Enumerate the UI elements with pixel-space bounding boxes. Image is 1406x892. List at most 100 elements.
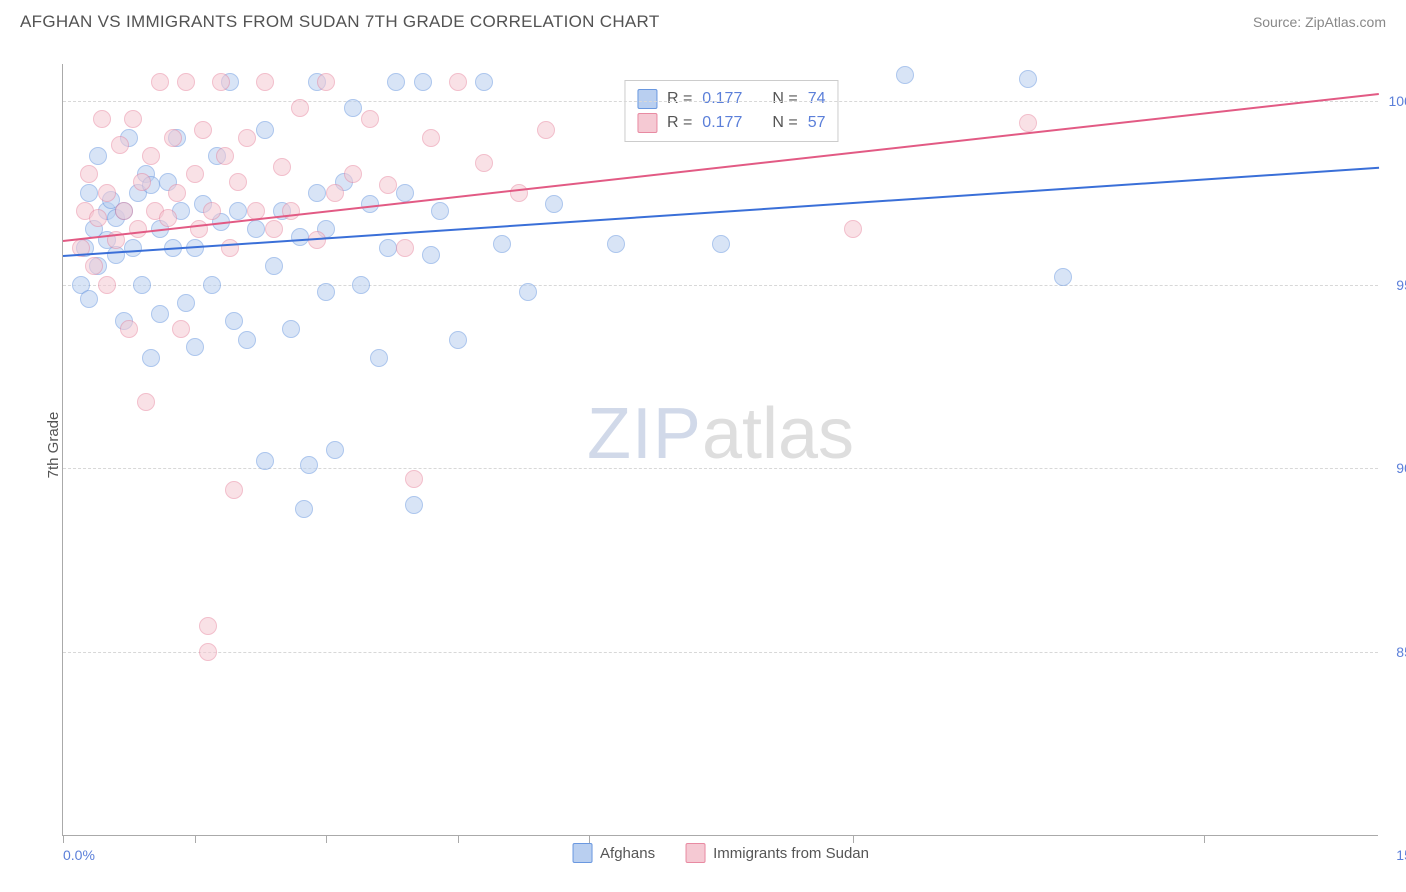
y-axis-title: 7th Grade: [45, 412, 62, 479]
data-point: [422, 246, 440, 264]
data-point: [133, 276, 151, 294]
data-point: [151, 305, 169, 323]
x-tick: [853, 835, 854, 843]
data-point: [93, 110, 111, 128]
data-point: [1054, 268, 1072, 286]
watermark-atlas: atlas: [702, 394, 854, 474]
data-point: [352, 276, 370, 294]
data-point: [414, 73, 432, 91]
data-point: [203, 276, 221, 294]
y-tick-label: 100.0%: [1389, 93, 1406, 109]
data-point: [545, 195, 563, 213]
data-point: [238, 129, 256, 147]
chart-container: 7th Grade ZIPatlas R = 0.177 N = 74 R = …: [48, 50, 1388, 840]
r-value-1: 0.177: [702, 114, 742, 132]
series-name-1: Immigrants from Sudan: [713, 845, 869, 862]
legend-swatch-bottom-1: [685, 843, 705, 863]
data-point: [300, 456, 318, 474]
data-point: [449, 73, 467, 91]
data-point: [186, 338, 204, 356]
data-point: [256, 452, 274, 470]
data-point: [396, 239, 414, 257]
data-point: [124, 110, 142, 128]
data-point: [229, 202, 247, 220]
data-point: [896, 66, 914, 84]
gridline-h: [63, 285, 1378, 286]
data-point: [115, 202, 133, 220]
series-legend-item-0: Afghans: [572, 843, 655, 863]
data-point: [265, 257, 283, 275]
x-tick: [326, 835, 327, 843]
x-tick: [458, 835, 459, 843]
watermark: ZIPatlas: [587, 393, 854, 475]
legend-swatch-0: [637, 89, 657, 109]
data-point: [449, 331, 467, 349]
watermark-zip: ZIP: [587, 394, 702, 474]
x-tick: [1204, 835, 1205, 843]
y-tick-label: 90.0%: [1396, 460, 1406, 476]
data-point: [712, 235, 730, 253]
series-legend-item-1: Immigrants from Sudan: [685, 843, 869, 863]
data-point: [844, 220, 862, 238]
data-point: [137, 393, 155, 411]
data-point: [265, 220, 283, 238]
data-point: [98, 276, 116, 294]
data-point: [519, 283, 537, 301]
data-point: [344, 165, 362, 183]
data-point: [282, 202, 300, 220]
data-point: [1019, 114, 1037, 132]
data-point: [344, 99, 362, 117]
data-point: [80, 290, 98, 308]
data-point: [80, 184, 98, 202]
data-point: [396, 184, 414, 202]
data-point: [89, 209, 107, 227]
x-axis-min-label: 0.0%: [63, 847, 95, 863]
y-tick-label: 85.0%: [1396, 644, 1406, 660]
data-point: [229, 173, 247, 191]
series-name-0: Afghans: [600, 845, 655, 862]
data-point: [405, 496, 423, 514]
data-point: [295, 500, 313, 518]
x-axis-max-label: 15.0%: [1396, 847, 1406, 863]
data-point: [510, 184, 528, 202]
data-point: [194, 121, 212, 139]
data-point: [537, 121, 555, 139]
data-point: [291, 228, 309, 246]
plot-area: ZIPatlas R = 0.177 N = 74 R = 0.177 N = …: [62, 64, 1378, 836]
data-point: [326, 184, 344, 202]
data-point: [159, 209, 177, 227]
data-point: [142, 147, 160, 165]
data-point: [370, 349, 388, 367]
data-point: [216, 147, 234, 165]
series-legend: Afghans Immigrants from Sudan: [572, 843, 869, 863]
data-point: [203, 202, 221, 220]
y-tick-label: 95.0%: [1396, 277, 1406, 293]
data-point: [186, 165, 204, 183]
correlation-legend: R = 0.177 N = 74 R = 0.177 N = 57: [624, 80, 839, 142]
data-point: [422, 129, 440, 147]
source-label: Source: ZipAtlas.com: [1253, 14, 1386, 30]
data-point: [475, 154, 493, 172]
x-tick: [589, 835, 590, 843]
data-point: [225, 312, 243, 330]
data-point: [291, 99, 309, 117]
data-point: [129, 220, 147, 238]
data-point: [361, 110, 379, 128]
data-point: [124, 239, 142, 257]
data-point: [326, 441, 344, 459]
data-point: [172, 320, 190, 338]
r-value-0: 0.177: [702, 90, 742, 108]
data-point: [142, 349, 160, 367]
data-point: [247, 220, 265, 238]
data-point: [387, 73, 405, 91]
data-point: [308, 231, 326, 249]
data-point: [256, 121, 274, 139]
data-point: [1019, 70, 1037, 88]
n-label: N =: [772, 114, 797, 132]
data-point: [379, 239, 397, 257]
r-label: R =: [667, 90, 692, 108]
n-value-1: 57: [808, 114, 826, 132]
data-point: [256, 73, 274, 91]
data-point: [164, 129, 182, 147]
data-point: [238, 331, 256, 349]
